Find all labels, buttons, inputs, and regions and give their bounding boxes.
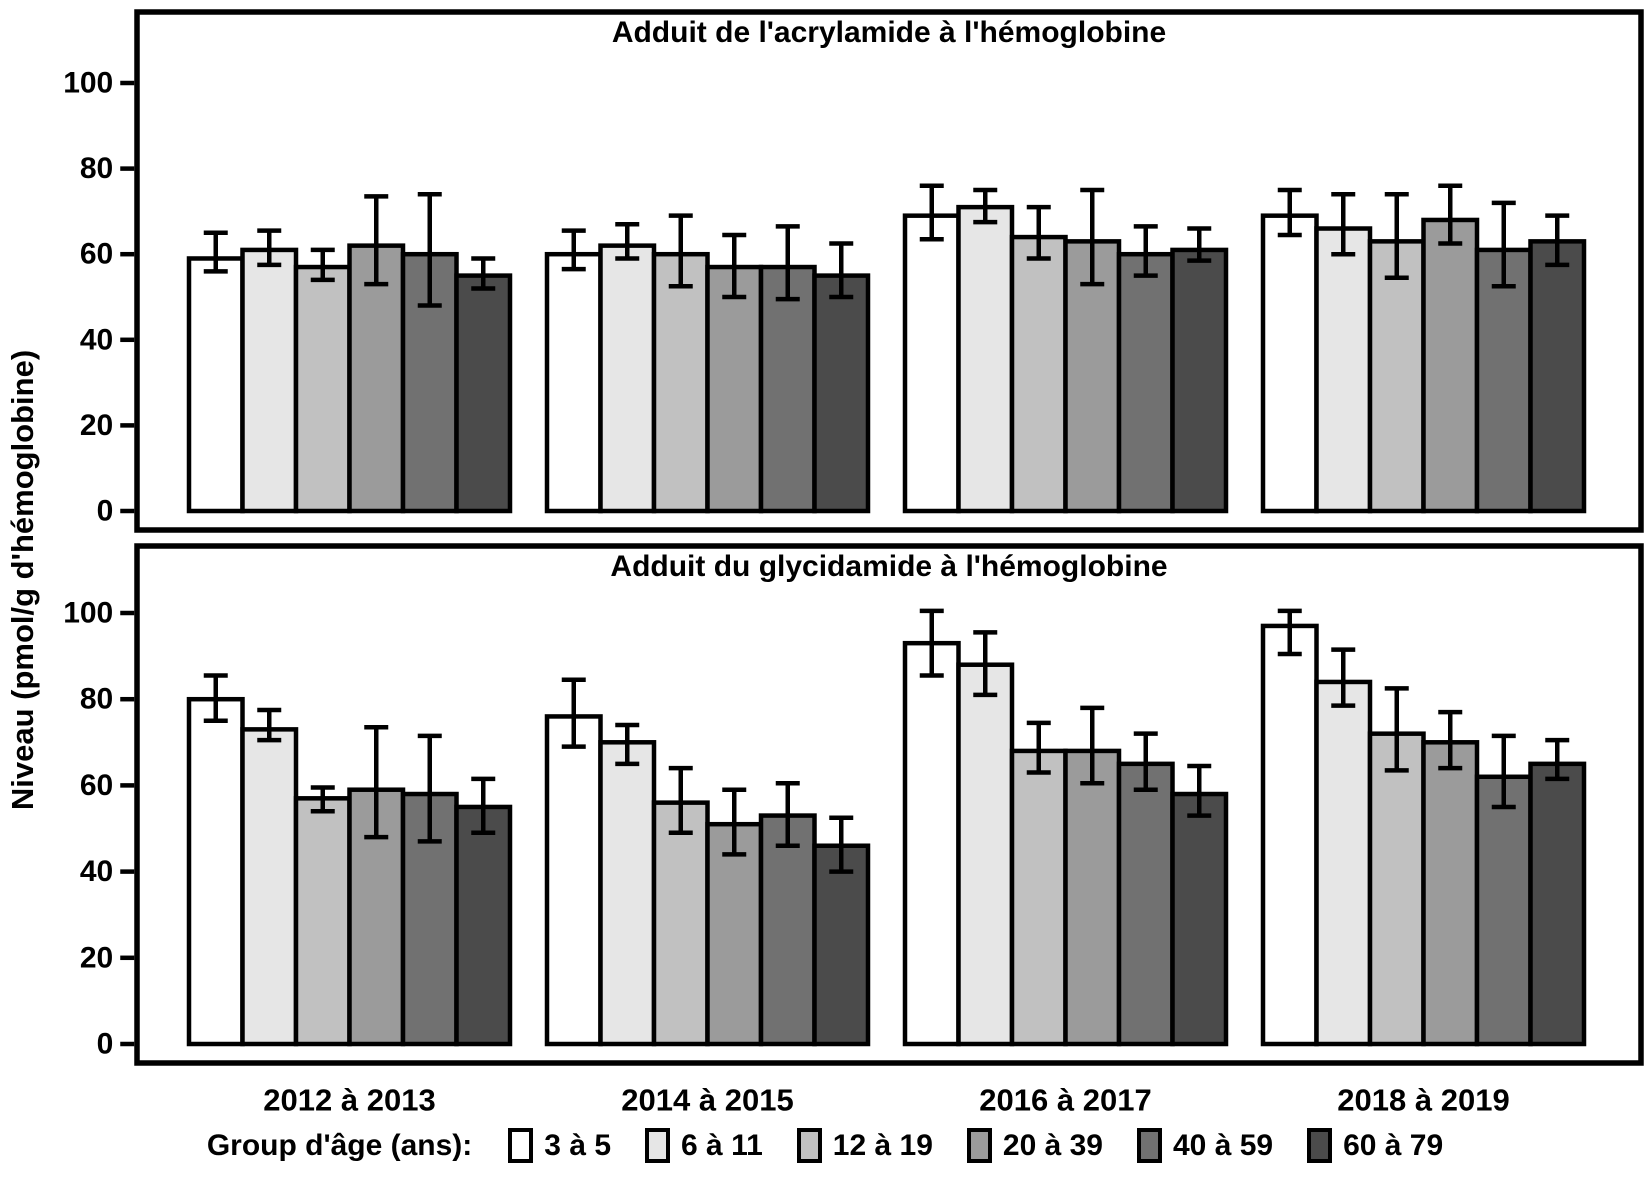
y-tick-label: 40 (80, 323, 113, 356)
bar (1421, 740, 1480, 1047)
y-tick-label: 100 (63, 597, 113, 630)
bar (240, 727, 299, 1047)
panel-title: Adduit du glycidamide à l'hémoglobine (610, 550, 1167, 583)
legend-item: 40 à 59 (1136, 1128, 1274, 1163)
legend-item: 12 à 19 (796, 1128, 933, 1163)
bar (956, 204, 1015, 514)
legend-label: 40 à 59 (1172, 1128, 1274, 1162)
bar (186, 256, 245, 514)
bar (902, 213, 961, 514)
legend-item: 6 à 11 (645, 1128, 763, 1163)
legend-label: 60 à 79 (1343, 1128, 1444, 1162)
bar (544, 714, 603, 1047)
legend-swatch (645, 1128, 671, 1163)
bar (1116, 761, 1175, 1047)
bar (454, 804, 513, 1047)
bar (598, 740, 657, 1047)
legend-swatch (796, 1128, 822, 1163)
bar (1116, 251, 1175, 514)
bar (186, 696, 245, 1047)
bar (1367, 239, 1426, 514)
bar (1260, 213, 1319, 514)
x-category-label: 2012 à 2013 (263, 1083, 435, 1118)
bar (1367, 731, 1426, 1047)
panel-title: Adduit de l'acrylamide à l'hémoglobine (612, 16, 1166, 49)
panel-border (134, 543, 1644, 1066)
legend-title: Group d'âge (ans): (206, 1128, 473, 1162)
bar (902, 640, 961, 1047)
y-tick-label: 60 (80, 238, 113, 271)
legend-label: 3 à 5 (544, 1128, 612, 1162)
bar (454, 273, 513, 514)
bar (758, 264, 817, 514)
x-category-label: 2016 à 2017 (979, 1083, 1151, 1118)
x-category-label: 2014 à 2015 (621, 1083, 793, 1118)
bar (240, 247, 299, 514)
y-tick-label: 20 (80, 941, 113, 974)
bar (1063, 239, 1122, 514)
y-axis-label: Niveau (pmol/g d'hémoglobine) (5, 350, 40, 810)
legend-label: 20 à 39 (1002, 1128, 1103, 1162)
bar (1170, 247, 1229, 514)
legend-label: 6 à 11 (681, 1128, 763, 1162)
bar (1314, 226, 1373, 514)
bar (956, 662, 1015, 1047)
bar (651, 800, 710, 1047)
legend-label: 12 à 19 (832, 1128, 933, 1162)
bar (1009, 748, 1068, 1047)
bar (705, 264, 764, 514)
panel-border (134, 9, 1644, 533)
legend-items: 3 à 5 6 à 11 12 à 19 20 à 39 40 à 59 60 à 79 (508, 1128, 1443, 1163)
bar (1009, 234, 1068, 514)
bar (1260, 623, 1319, 1047)
bar (1314, 679, 1373, 1047)
legend-item: 3 à 5 (508, 1128, 611, 1163)
y-tick-label: 20 (80, 409, 113, 442)
y-tick-label: 0 (97, 495, 114, 528)
bar (1528, 761, 1587, 1047)
bar (1421, 217, 1480, 514)
legend-swatch (1307, 1128, 1333, 1163)
bar (812, 273, 871, 514)
bar (293, 796, 352, 1047)
bar (293, 264, 352, 514)
bar (651, 251, 710, 514)
y-tick-label: 60 (80, 769, 113, 802)
legend-item: 20 à 39 (966, 1128, 1103, 1163)
y-tick-label: 100 (63, 67, 113, 100)
bar (1474, 247, 1533, 514)
x-category-label: 2018 à 2019 (1337, 1083, 1509, 1118)
bar (598, 243, 657, 514)
y-tick-label: 40 (80, 855, 113, 888)
y-tick-label: 80 (80, 152, 113, 185)
y-tick-label: 80 (80, 683, 113, 716)
legend-swatch (1136, 1128, 1162, 1163)
bar (544, 251, 603, 514)
legend: Group d'âge (ans): 3 à 5 6 à 11 12 à 19 20 … (0, 1128, 1650, 1163)
legend-swatch (508, 1128, 534, 1163)
legend-swatch (966, 1128, 992, 1163)
y-tick-label: 0 (97, 1028, 114, 1061)
bar (1170, 791, 1229, 1047)
bar (705, 821, 764, 1047)
legend-item: 60 à 79 (1307, 1128, 1443, 1163)
bar (1063, 748, 1122, 1047)
bar (1474, 774, 1533, 1047)
bar (1528, 239, 1587, 514)
bar (758, 813, 817, 1047)
bar (812, 843, 871, 1047)
